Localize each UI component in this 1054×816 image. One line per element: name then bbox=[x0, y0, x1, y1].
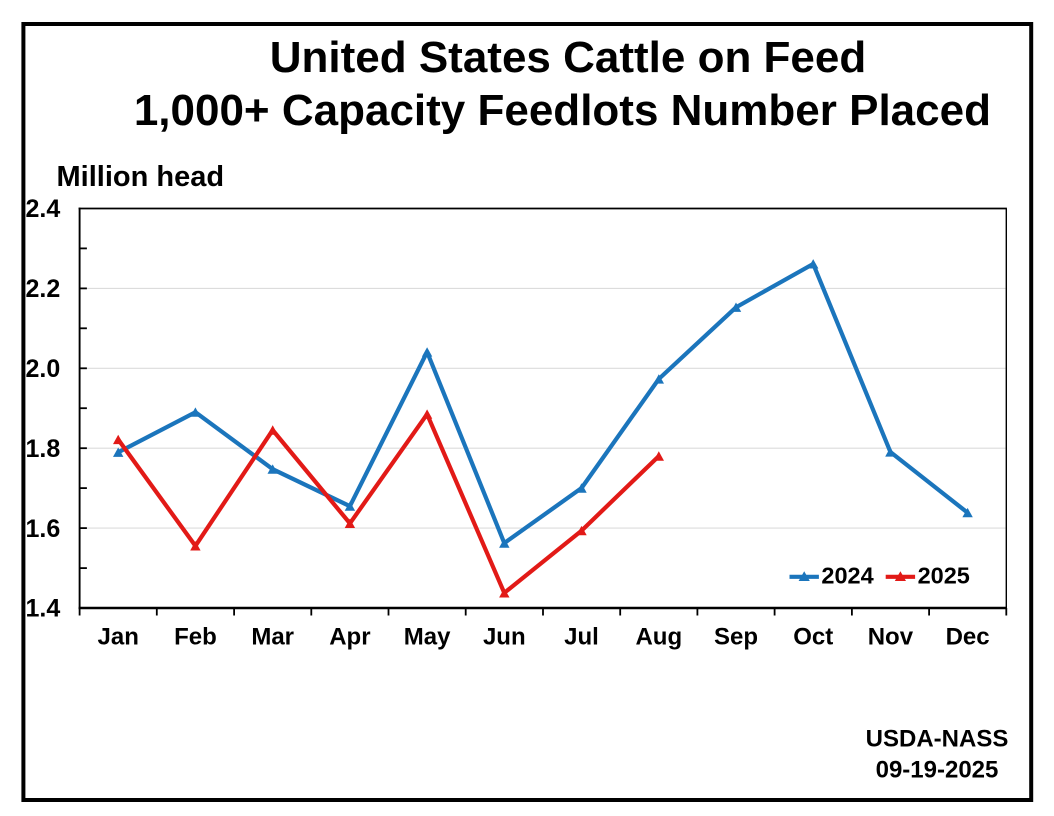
svg-text:2.2: 2.2 bbox=[26, 275, 61, 303]
svg-text:Aug: Aug bbox=[635, 624, 682, 651]
svg-text:2.4: 2.4 bbox=[26, 195, 61, 223]
svg-text:Mar: Mar bbox=[251, 624, 294, 651]
svg-text:2024: 2024 bbox=[821, 563, 873, 589]
svg-text:USDA-NASS: USDA-NASS bbox=[866, 725, 1009, 752]
svg-text:United States Cattle on Feed: United States Cattle on Feed bbox=[270, 33, 867, 82]
svg-text:1.6: 1.6 bbox=[26, 515, 61, 543]
svg-text:Apr: Apr bbox=[329, 624, 370, 651]
svg-text:Feb: Feb bbox=[174, 624, 217, 651]
svg-text:Million head: Million head bbox=[57, 161, 225, 193]
svg-text:2025: 2025 bbox=[918, 563, 970, 589]
svg-text:Oct: Oct bbox=[793, 624, 833, 651]
svg-text:Sep: Sep bbox=[714, 624, 758, 651]
svg-text:Jan: Jan bbox=[98, 624, 139, 651]
svg-text:Jul: Jul bbox=[564, 624, 599, 651]
svg-text:09-19-2025: 09-19-2025 bbox=[876, 756, 999, 783]
svg-text:Nov: Nov bbox=[868, 624, 914, 651]
svg-text:Dec: Dec bbox=[946, 624, 990, 651]
svg-text:1.8: 1.8 bbox=[26, 435, 61, 463]
svg-text:1,000+ Capacity Feedlots Numbe: 1,000+ Capacity Feedlots Number Placed bbox=[134, 86, 991, 135]
svg-text:Jun: Jun bbox=[483, 624, 526, 651]
svg-text:2.0: 2.0 bbox=[26, 355, 61, 383]
svg-text:1.4: 1.4 bbox=[26, 595, 61, 623]
svg-text:May: May bbox=[404, 624, 451, 651]
